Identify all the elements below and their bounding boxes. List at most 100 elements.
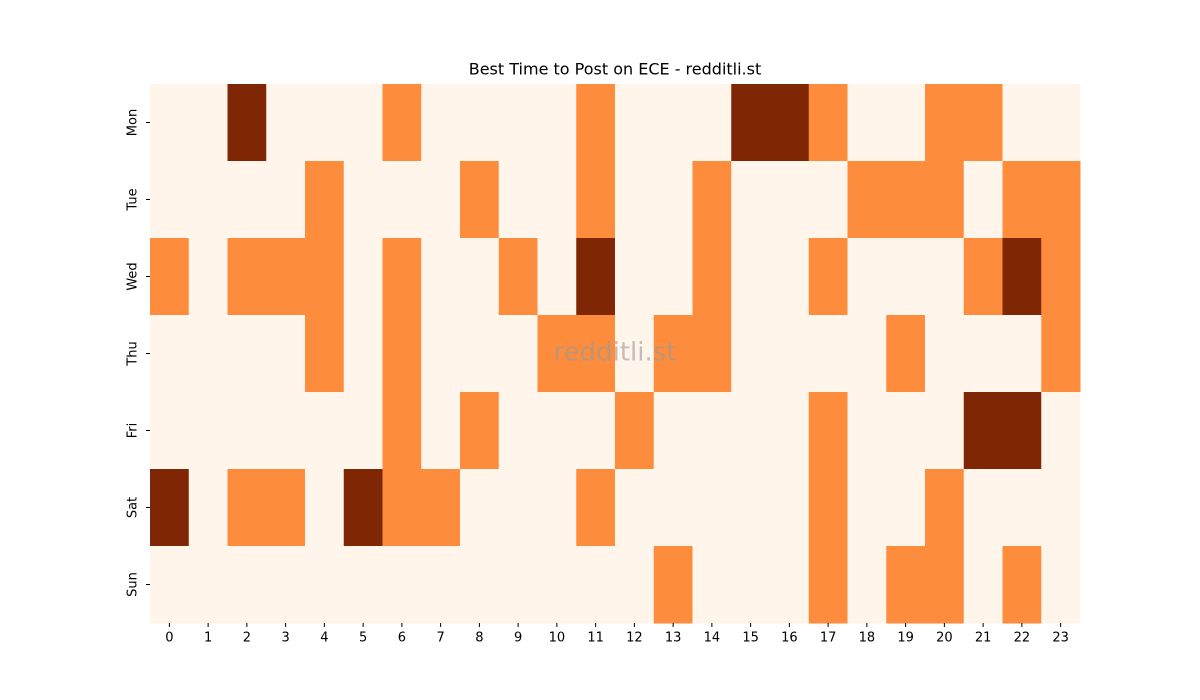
heatmap-cell	[537, 392, 577, 470]
heatmap-cell	[808, 392, 848, 470]
heatmap-cell	[925, 84, 965, 162]
heatmap-cell	[692, 315, 732, 393]
heatmap-cell	[731, 315, 771, 393]
heatmap-cell	[343, 546, 383, 624]
heatmap-cell	[227, 315, 267, 393]
heatmap-cell	[653, 161, 693, 239]
heatmap-cell	[615, 469, 655, 547]
heatmap-cell	[1041, 392, 1081, 470]
heatmap-cell	[731, 161, 771, 239]
heatmap-cell	[731, 392, 771, 470]
heatmap-cell	[150, 392, 190, 470]
heatmap-cell	[615, 546, 655, 624]
heatmap-cell	[1041, 315, 1081, 393]
heatmap-cell	[886, 238, 926, 316]
heatmap-cell	[731, 469, 771, 547]
heatmap-cell	[653, 392, 693, 470]
heatmap-cell	[847, 546, 887, 624]
heatmap-cell	[692, 392, 732, 470]
heatmap-cell	[188, 546, 228, 624]
heatmap-cell	[847, 469, 887, 547]
heatmap-cell	[576, 315, 616, 393]
heatmap-cell	[305, 238, 345, 316]
heatmap-cell	[808, 238, 848, 316]
heatmap-cell	[460, 238, 500, 316]
heatmap-cell	[886, 546, 926, 624]
heatmap-cell	[305, 161, 345, 239]
x-tick-label: 11	[587, 631, 604, 646]
heatmap-cell	[770, 546, 810, 624]
heatmap-cell	[188, 161, 228, 239]
heatmap-cell	[421, 469, 461, 547]
y-tick-label: Sun	[126, 572, 141, 597]
heatmap-cell	[576, 392, 616, 470]
heatmap-cell	[460, 84, 500, 162]
heatmap-cell	[421, 238, 461, 316]
heatmap-cell	[963, 315, 1003, 393]
heatmap-cell	[266, 392, 306, 470]
heatmap-cell	[615, 238, 655, 316]
heatmap-cell	[188, 392, 228, 470]
heatmap-cell	[227, 469, 267, 547]
heatmap-cell	[498, 238, 538, 316]
heatmap-cell	[188, 84, 228, 162]
heatmap-cell	[1041, 238, 1081, 316]
x-tick-label: 9	[514, 631, 522, 646]
heatmap-cell	[808, 546, 848, 624]
heatmap-cell	[305, 84, 345, 162]
heatmap-cell	[808, 84, 848, 162]
heatmap-cell	[343, 469, 383, 547]
heatmap-cell	[498, 546, 538, 624]
heatmap-cell	[150, 315, 190, 393]
heatmap-cell	[382, 315, 422, 393]
x-tick-label: 1	[204, 631, 212, 646]
heatmap-cell	[731, 546, 771, 624]
x-tick-label: 21	[975, 631, 992, 646]
heatmap-cell	[576, 238, 616, 316]
watermark: redditli.st	[554, 338, 677, 368]
heatmap-cell	[266, 315, 306, 393]
heatmap-cell	[498, 392, 538, 470]
heatmap-cell	[460, 546, 500, 624]
heatmap-cell	[537, 161, 577, 239]
heatmap-cell	[963, 392, 1003, 470]
heatmap-cell	[653, 469, 693, 547]
heatmap-cell	[886, 392, 926, 470]
x-tick-label: 16	[781, 631, 798, 646]
heatmap-cell	[343, 84, 383, 162]
heatmap-cell	[537, 546, 577, 624]
heatmap-cell	[692, 161, 732, 239]
x-tick-label: 20	[936, 631, 953, 646]
x-tick-label: 12	[626, 631, 643, 646]
heatmap-cell	[343, 315, 383, 393]
heatmap-cell	[305, 546, 345, 624]
heatmap-cell	[498, 315, 538, 393]
heatmap-cell	[925, 546, 965, 624]
heatmap-cell	[963, 161, 1003, 239]
x-tick-label: 2	[243, 631, 251, 646]
heatmap-cell	[963, 238, 1003, 316]
heatmap-cell	[615, 392, 655, 470]
heatmap-cell	[653, 315, 693, 393]
y-tick-label: Mon	[126, 109, 141, 136]
heatmap-cell	[382, 84, 422, 162]
x-tick-label: 10	[549, 631, 566, 646]
heatmap-cell	[460, 161, 500, 239]
heatmap-cell	[343, 392, 383, 470]
heatmap-cell	[1002, 546, 1042, 624]
heatmap-cell	[692, 469, 732, 547]
heatmap-cell	[227, 84, 267, 162]
x-tick-label: 14	[704, 631, 721, 646]
heatmap-cell	[963, 84, 1003, 162]
heatmap-cell	[886, 84, 926, 162]
heatmap-cell	[653, 546, 693, 624]
x-tick-label: 22	[1014, 631, 1031, 646]
x-tick-label: 4	[320, 631, 328, 646]
heatmap-cell	[188, 315, 228, 393]
heatmap-cell	[1002, 84, 1042, 162]
x-tick-label: 5	[359, 631, 367, 646]
y-tick-label: Tue	[126, 188, 141, 211]
heatmap-cell	[615, 161, 655, 239]
heatmap-cell	[770, 469, 810, 547]
